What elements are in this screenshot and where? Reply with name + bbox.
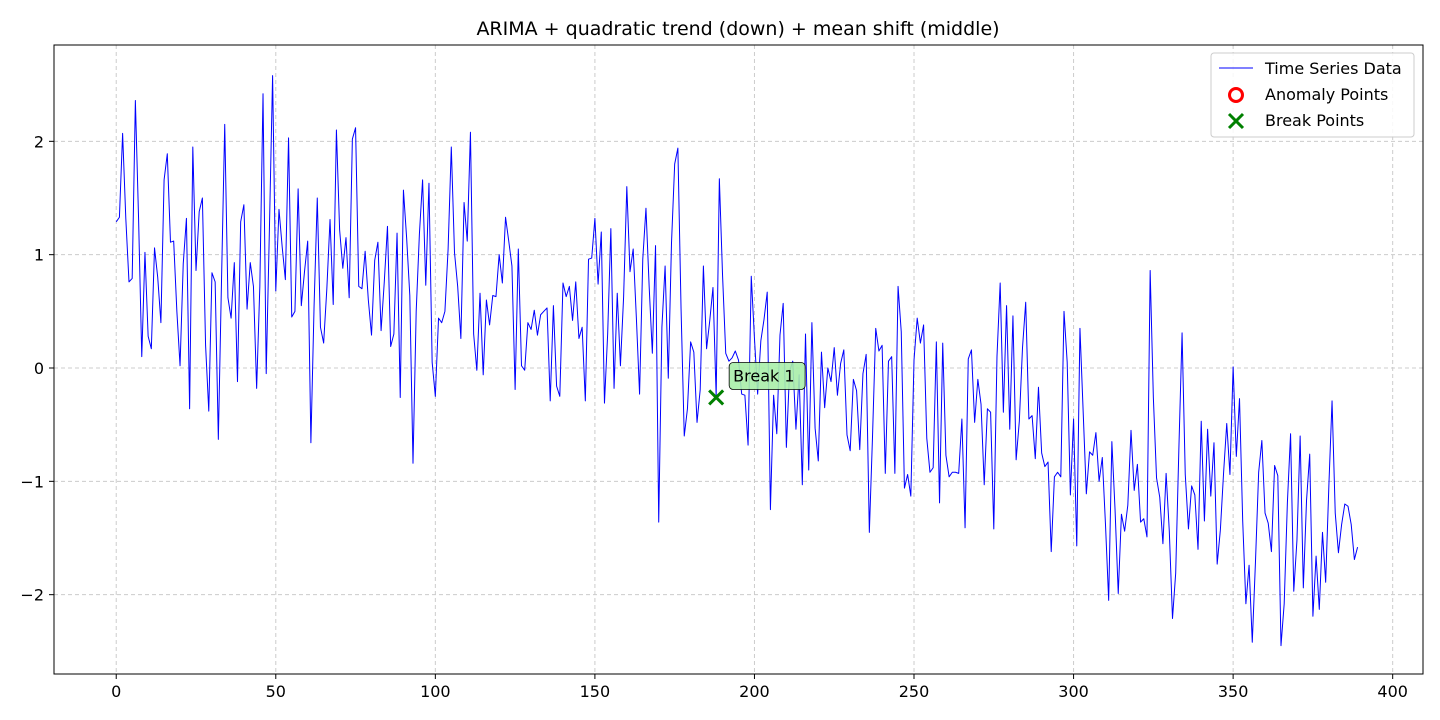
break-marker-stroke bbox=[708, 389, 725, 406]
x-tick-label: 350 bbox=[1218, 682, 1249, 701]
x-tick-label: 250 bbox=[899, 682, 930, 701]
x-tick-label: 400 bbox=[1377, 682, 1408, 701]
break-annotation-box bbox=[728, 362, 806, 390]
break-point-marker bbox=[708, 389, 725, 406]
legend-box bbox=[1210, 52, 1415, 138]
series-layer bbox=[115, 75, 1359, 647]
x-tick-label: 300 bbox=[1058, 682, 1089, 701]
plot-frame bbox=[53, 44, 1424, 675]
y-tick-label: −1 bbox=[20, 472, 44, 491]
x-tick-label: 50 bbox=[266, 682, 286, 701]
break-annotation-label: Break 1 bbox=[733, 366, 794, 385]
y-tick-label: −2 bbox=[20, 586, 44, 605]
break-points: Break 1 bbox=[708, 362, 806, 406]
legend-x-marker bbox=[1227, 112, 1245, 130]
x-tick-label: 100 bbox=[420, 682, 451, 701]
axes: 0 50 100 150 200 250 300 350 400 −2 −1 0 1 2 bbox=[20, 44, 1424, 701]
x-tick-label: 150 bbox=[580, 682, 611, 701]
legend-item-anomaly: Anomaly Points bbox=[1265, 85, 1388, 104]
legend: Time Series Data Anomaly Points Break Po… bbox=[1210, 52, 1415, 138]
legend-item-break: Break Points bbox=[1265, 111, 1364, 130]
y-tick-label: 0 bbox=[34, 359, 44, 378]
legend-circle-marker bbox=[1228, 87, 1244, 103]
legend-item-time-series: Time Series Data bbox=[1264, 59, 1402, 78]
chart-title: ARIMA + quadratic trend (down) + mean sh… bbox=[476, 18, 999, 40]
y-tick-label: 2 bbox=[34, 132, 44, 151]
x-tick-label: 0 bbox=[111, 682, 121, 701]
series-line bbox=[115, 75, 1359, 647]
x-tick-label: 200 bbox=[739, 682, 770, 701]
y-tick-label: 1 bbox=[34, 246, 44, 265]
